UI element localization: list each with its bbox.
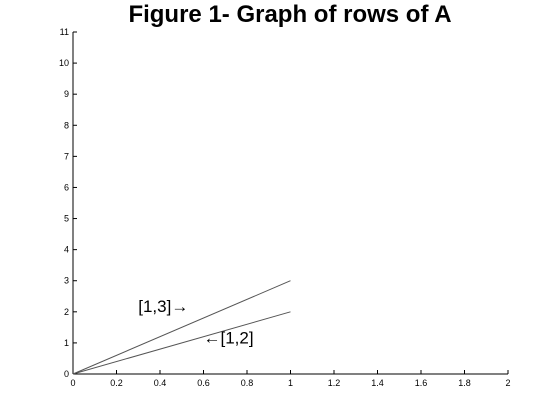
y-tick-label: 11	[60, 27, 69, 37]
series-line-1	[72, 311, 291, 375]
x-tick-label: 0.6	[197, 378, 210, 388]
x-tick-label: 1.6	[415, 378, 428, 388]
chart-title: Figure 1- Graph of rows of A	[128, 1, 451, 28]
series-line-0	[72, 280, 291, 375]
annotations-group: [1,3]→ ←[1,2]	[138, 297, 253, 348]
y-tick-label: 1	[64, 338, 69, 348]
x-tick-label: 0	[70, 378, 75, 388]
y-tick-label: 8	[64, 120, 69, 130]
series-group	[72, 280, 291, 375]
x-tick-label: 1.2	[328, 378, 341, 388]
x-tick-label: 1.8	[458, 378, 471, 388]
x-tick-label: 1	[288, 378, 293, 388]
y-tick-label: 0	[64, 369, 69, 379]
y-tick-label: 5	[64, 214, 69, 224]
y-tick-label: 3	[64, 276, 69, 286]
x-tick-label: 0.8	[241, 378, 254, 388]
y-tick-label: 9	[64, 89, 69, 99]
x-tick-label: 1.4	[371, 378, 384, 388]
axes: 0 0.2 0.4 0.6 0.8 1 1.2 1.4 1.6 1.8 2 0 1 2 3 4 5 6 7 8 9 10 1…	[59, 27, 511, 388]
y-tick-label: 2	[64, 307, 69, 317]
y-tick-label: 4	[64, 245, 69, 255]
annotation-0: [1,3]→	[138, 297, 188, 316]
y-tick-label: 6	[64, 182, 69, 192]
x-tick-label: 0.2	[110, 378, 123, 388]
y-tick-label: 7	[64, 151, 69, 161]
annotation-1: ←[1,2]	[204, 329, 254, 348]
x-tick-label: 2	[505, 378, 510, 388]
y-tick-label: 10	[59, 58, 69, 68]
x-tick-label: 0.4	[154, 378, 167, 388]
